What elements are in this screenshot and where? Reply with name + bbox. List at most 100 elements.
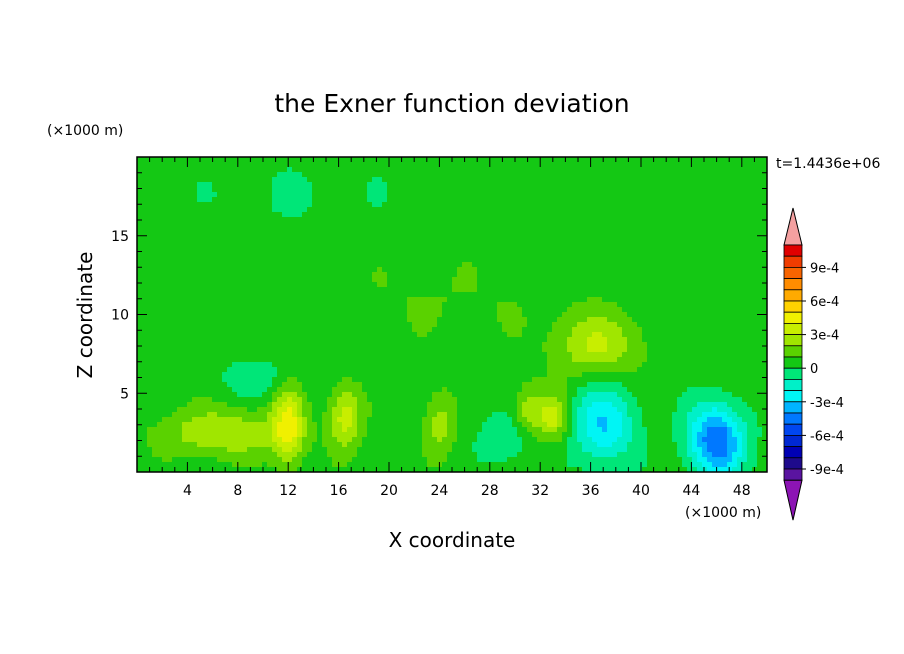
contour-cell xyxy=(457,292,463,298)
contour-cell xyxy=(457,157,463,163)
contour-cell xyxy=(587,212,593,218)
contour-cell xyxy=(402,222,408,228)
contour-cell xyxy=(532,342,538,348)
contour-cell xyxy=(432,322,438,328)
contour-cell xyxy=(347,227,353,233)
contour-cell xyxy=(652,177,658,183)
contour-cell xyxy=(477,207,483,213)
contour-cell xyxy=(527,297,533,303)
contour-cell xyxy=(762,342,767,348)
contour-cell xyxy=(232,242,238,248)
contour-cell xyxy=(167,302,173,308)
contour-cell xyxy=(397,192,403,198)
contour-cell xyxy=(547,287,553,293)
contour-cell xyxy=(382,302,388,308)
contour-cell xyxy=(702,327,708,333)
contour-cell xyxy=(262,322,268,328)
contour-cell xyxy=(322,317,328,323)
contour-cell xyxy=(537,347,543,353)
contour-cell xyxy=(507,317,513,323)
contour-cell xyxy=(592,297,598,303)
contour-cell xyxy=(597,217,603,223)
contour-cell xyxy=(617,332,623,338)
contour-cell xyxy=(547,257,553,263)
contour-cell xyxy=(232,262,238,268)
contour-cell xyxy=(362,227,368,233)
contour-cell xyxy=(537,217,543,223)
contour-cell xyxy=(162,272,168,278)
contour-cell xyxy=(307,172,313,178)
contour-cell xyxy=(597,312,603,318)
contour-cell xyxy=(347,192,353,198)
contour-cell xyxy=(467,202,473,208)
contour-cell xyxy=(477,257,483,263)
contour-cell xyxy=(147,202,153,208)
contour-cell xyxy=(752,197,758,203)
contour-cell xyxy=(342,237,348,243)
contour-cell xyxy=(202,177,208,183)
contour-cell xyxy=(607,252,613,258)
contour-cell xyxy=(752,217,758,223)
contour-cell xyxy=(247,302,253,308)
contour-cell xyxy=(507,162,513,168)
contour-cell xyxy=(222,337,228,343)
contour-cell xyxy=(657,207,663,213)
contour-cell xyxy=(557,292,563,298)
contour-cell xyxy=(722,267,728,273)
contour-cell xyxy=(607,232,613,238)
contour-cell xyxy=(507,202,513,208)
contour-cell xyxy=(582,292,588,298)
contour-cell xyxy=(222,277,228,283)
contour-cell xyxy=(222,177,228,183)
contour-cell xyxy=(152,242,158,248)
contour-cell xyxy=(157,177,163,183)
contour-cell xyxy=(317,217,323,223)
contour-cell xyxy=(277,222,283,228)
contour-cell xyxy=(322,222,328,228)
contour-cell xyxy=(152,257,158,263)
contour-cell xyxy=(452,247,458,253)
contour-cell xyxy=(472,192,478,198)
contour-cell xyxy=(702,322,708,328)
contour-cell xyxy=(577,217,583,223)
contour-cell xyxy=(392,327,398,333)
contour-cell xyxy=(722,197,728,203)
contour-cell xyxy=(222,252,228,258)
contour-cell xyxy=(422,177,428,183)
contour-cell xyxy=(312,337,318,343)
contour-cell xyxy=(302,167,308,173)
contour-cell xyxy=(647,272,653,278)
contour-cell xyxy=(722,282,728,288)
contour-cell xyxy=(632,192,638,198)
contour-cell xyxy=(482,352,488,358)
contour-cell xyxy=(402,317,408,323)
contour-cell xyxy=(582,222,588,228)
contour-cell xyxy=(632,297,638,303)
contour-cell xyxy=(227,342,233,348)
contour-cell xyxy=(482,262,488,268)
contour-cell xyxy=(217,332,223,338)
contour-cell xyxy=(597,332,603,338)
contour-cell xyxy=(717,337,723,343)
contour-cell xyxy=(367,322,373,328)
contour-cell xyxy=(562,282,568,288)
contour-cell xyxy=(612,267,618,273)
contour-cell xyxy=(682,317,688,323)
contour-cell xyxy=(662,282,668,288)
contour-cell xyxy=(702,207,708,213)
contour-cell xyxy=(547,192,553,198)
contour-cell xyxy=(232,332,238,338)
contour-cell xyxy=(347,222,353,228)
contour-cell xyxy=(497,207,503,213)
contour-cell xyxy=(217,202,223,208)
contour-cell xyxy=(467,162,473,168)
contour-cell xyxy=(292,187,298,193)
contour-cell xyxy=(592,207,598,213)
contour-cell xyxy=(142,187,148,193)
contour-cell xyxy=(317,232,323,238)
contour-cell xyxy=(237,207,243,213)
contour-cell xyxy=(267,347,273,353)
contour-cell xyxy=(627,187,633,193)
contour-cell xyxy=(182,257,188,263)
contour-cell xyxy=(352,277,358,283)
